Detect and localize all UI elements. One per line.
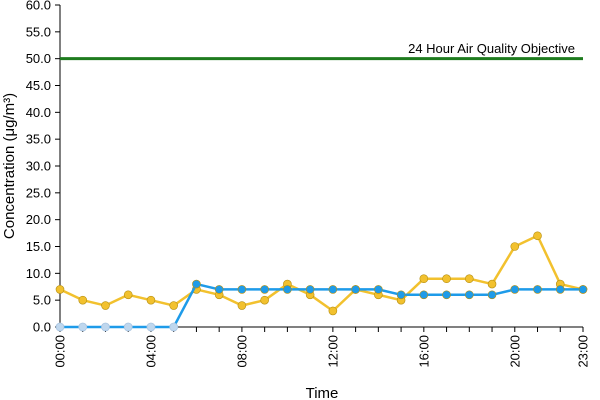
y-tick-label: 5.0 [33,293,51,308]
x-axis-title: Time [306,385,339,400]
series-1-point [237,301,247,310]
series-1-point [328,306,338,316]
series-1-point [169,301,178,310]
series-2-point [237,285,247,294]
series-2-point [374,285,383,294]
series-1-point [487,279,497,289]
series-2-point [214,285,224,294]
series-2-point [101,322,110,332]
series-2-point [578,285,588,294]
series-1 [55,231,588,316]
x-tick-label: 20:00 [507,335,522,368]
y-axis-ticks: 0.0 5.0 10.0 15.0 20.0 25.0 30.0 35.0 40.0 45.0 50… [26,0,60,335]
series-2-point [55,322,65,332]
series-2-point [192,279,201,289]
series-2-point [351,285,360,294]
series-2-point [260,285,269,294]
series-2-point [442,290,451,300]
series-2-point [533,285,542,294]
y-tick-label: 15.0 [26,239,51,254]
y-tick-label: 30.0 [26,159,51,174]
y-tick-label: 10.0 [26,266,51,281]
series-2-point [169,322,179,332]
series-1-point [146,295,156,305]
y-tick-label: 55.0 [26,24,51,39]
y-tick-label: 25.0 [26,185,51,200]
series-1-point [78,295,88,305]
y-tick-label: 60.0 [26,0,51,13]
series-group [55,231,588,332]
y-tick-label: 45.0 [26,78,51,93]
series-2-point [283,285,292,294]
series-1-point [101,301,110,310]
series-1-point [465,274,474,284]
series-1-point [123,290,133,300]
series-1-point [510,242,520,251]
series-1-point [260,295,269,305]
x-tick-label: 16:00 [416,335,431,368]
series-1-point [442,274,451,284]
y-axis-title: Concentration (μg/m³) [1,93,18,239]
x-tick-label: 12:00 [325,335,340,368]
x-tick-label: 08:00 [234,335,249,368]
series-2-point [465,290,474,300]
y-tick-label: 50.0 [26,51,51,66]
series-2 [55,279,588,332]
series-2-line [58,282,585,329]
series-2-point [146,322,156,332]
series-2-point [487,290,497,300]
x-tick-label: 00:00 [53,335,68,368]
series-1-point [55,285,65,294]
y-tick-label: 40.0 [26,105,51,120]
series-2-point [328,285,338,294]
x-axis-ticks: 00:00 04:00 08:00 12:00 16:00 20:00 23:00 [53,327,591,368]
series-2-point [396,290,406,300]
series-2-point [123,322,133,332]
y-tick-label: 0.0 [33,320,51,335]
objective-label: 24 Hour Air Quality Objective [408,41,575,56]
series-1-point [419,274,429,284]
series-2-point [555,285,565,294]
series-1-line [58,234,585,313]
y-tick-label: 20.0 [26,212,51,227]
x-tick-label: 23:00 [576,335,591,368]
y-tick-label: 35.0 [26,132,51,147]
series-2-point [78,322,88,332]
series-2-point [419,290,429,300]
series-2-point [305,285,315,294]
series-1-point [533,231,542,241]
x-tick-label: 04:00 [143,335,158,368]
series-2-point [510,285,520,294]
